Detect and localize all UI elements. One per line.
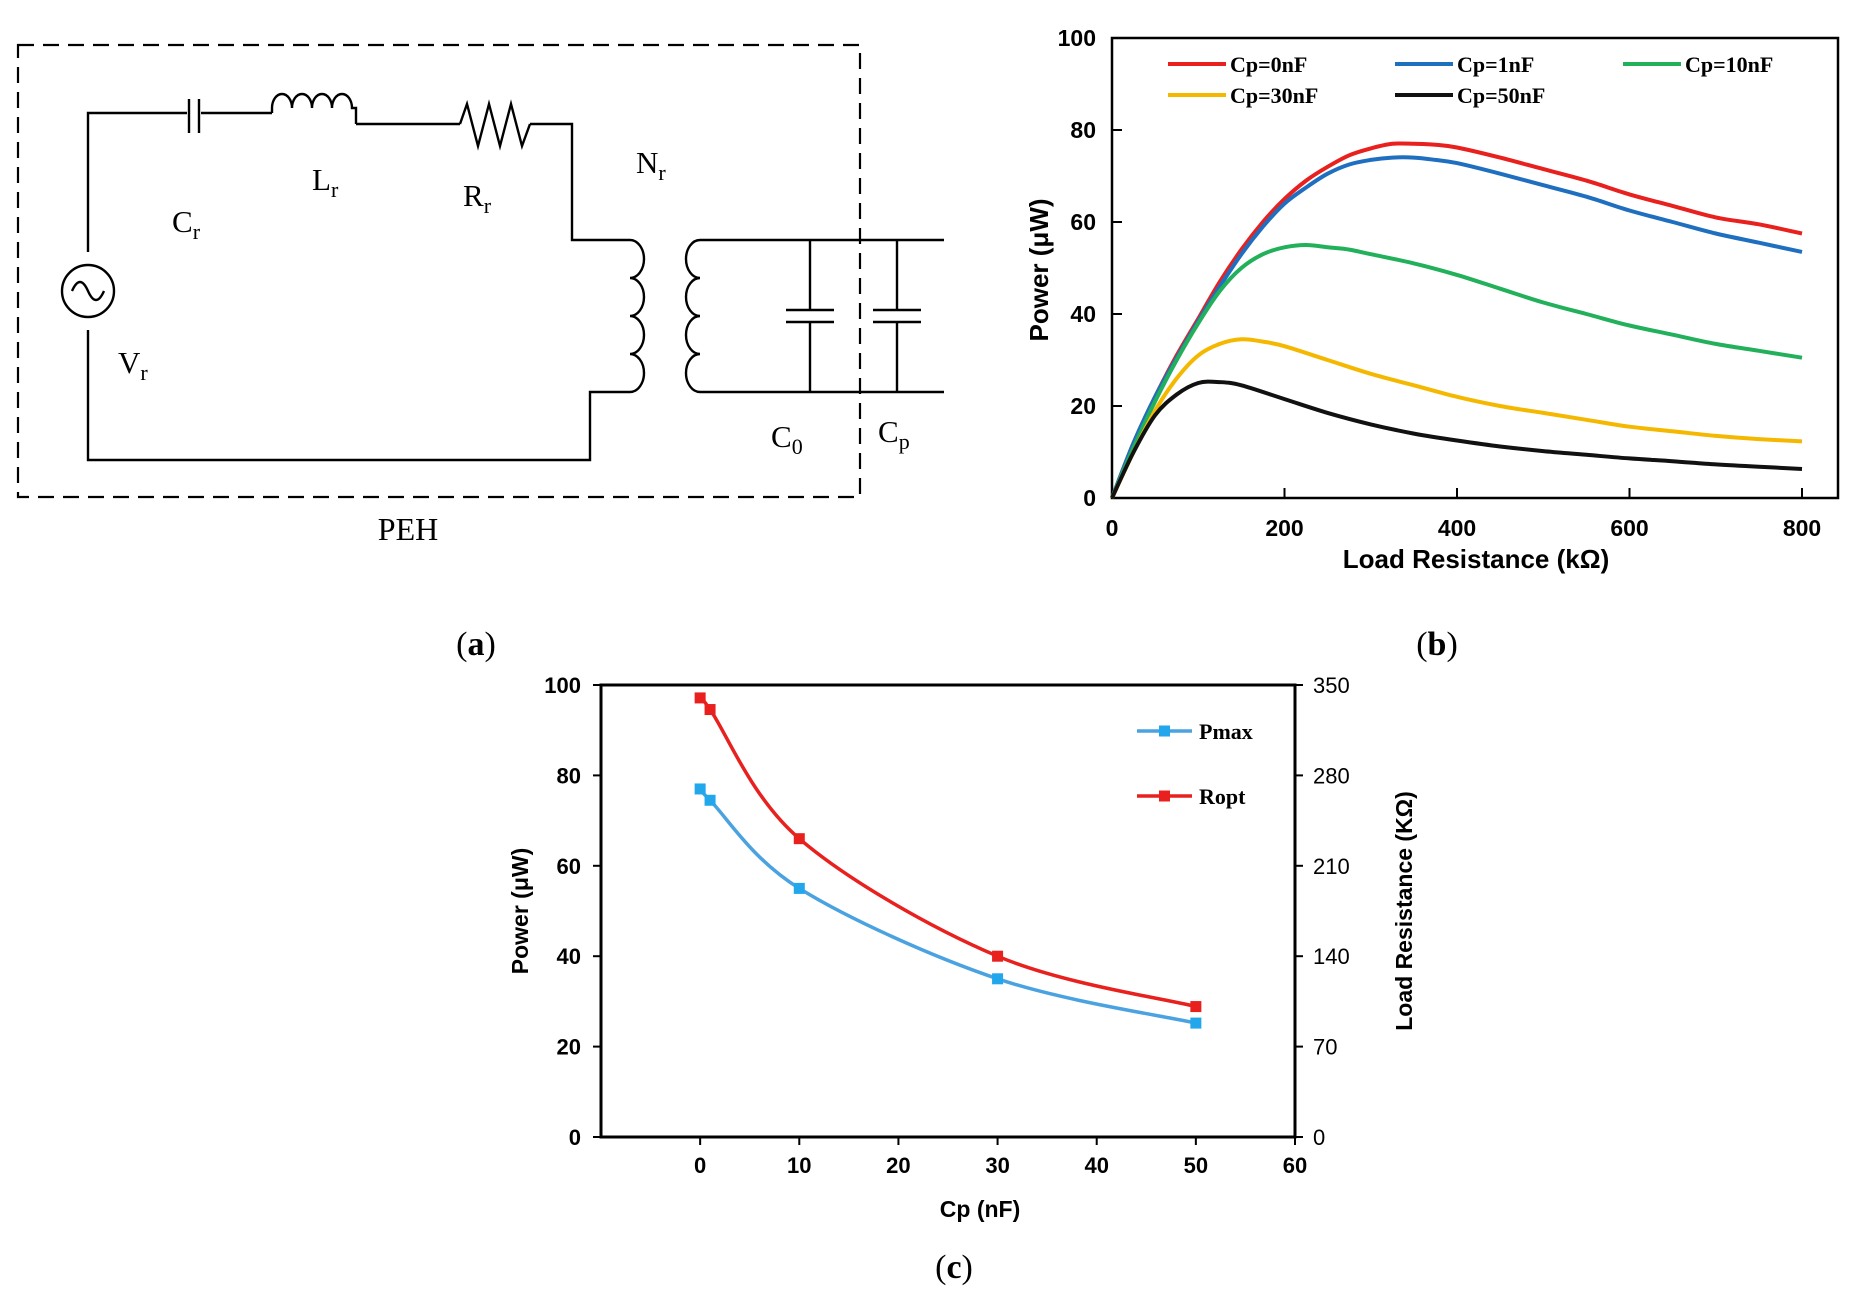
chart-c-xlabel: Cp (nF)	[940, 1196, 1020, 1222]
chart-c-xtick-label: 30	[985, 1153, 1009, 1178]
chart-c-legend-marker	[1159, 725, 1170, 737]
chart-b-ytick-label: 100	[1058, 25, 1096, 51]
chart-c-point-ropt	[992, 950, 1004, 962]
chart-b-xlabel: Load Resistance (kΩ)	[1343, 544, 1609, 574]
chart-c-point-pmax	[1190, 1017, 1202, 1029]
resistor-rr	[458, 99, 532, 151]
transformer-primary-coil	[629, 238, 646, 394]
chart-c-ytick-label: 20	[557, 1035, 581, 1060]
chart-c-point-ropt	[1190, 1001, 1202, 1013]
caption-c: (c)	[935, 1249, 973, 1286]
chart-c-point-ropt	[704, 704, 716, 716]
chart-c-y2label: Load Resistance (KΩ)	[1391, 791, 1417, 1031]
chart-c-frame	[599, 683, 1297, 1139]
label-peh: PEH	[378, 511, 438, 547]
panel-c-chart: 0 20 40 60 80 100 0 70 140 210 280 350 0 10 20 30 40 50 60…	[507, 673, 1417, 1286]
label-cr: Cr	[172, 204, 201, 244]
chart-c-xtick-label: 50	[1184, 1153, 1208, 1178]
chart-c-point-ropt	[694, 692, 706, 704]
caption-a: (a)	[456, 626, 496, 663]
chart-b-xtick-label: 600	[1610, 515, 1648, 541]
chart-b-series-line-2	[1110, 243, 1803, 499]
chart-c-y2tick-label: 70	[1313, 1035, 1337, 1060]
wire-left-top	[86, 111, 187, 252]
chart-c-point-pmax	[704, 794, 716, 806]
chart-b-legend-entry: Cp=1nF	[1457, 52, 1534, 77]
chart-c-point-ropt	[793, 833, 805, 845]
inductor-lr	[270, 92, 358, 124]
wire-bottom	[86, 330, 630, 462]
chart-b-ylabel: Power (μW)	[1024, 198, 1054, 341]
chart-c-xtick-label: 10	[787, 1153, 811, 1178]
chart-b-legend-entry: Cp=30nF	[1230, 83, 1318, 108]
peh-dashed-box	[16, 43, 862, 499]
chart-c-legend: Pmax Ropt	[1137, 719, 1253, 809]
chart-b-axes: 0 20 40 60 80 100 0 200 400 600 800	[1058, 25, 1822, 541]
wire-rr-primary	[530, 122, 630, 242]
label-c0: C0	[771, 419, 803, 459]
chart-c-xtick-label: 0	[694, 1153, 706, 1178]
chart-b-xtick-label: 800	[1783, 515, 1821, 541]
chart-b-frame	[1110, 36, 1840, 500]
chart-b-series-line-3	[1110, 337, 1803, 499]
chart-c-axes: 0 20 40 60 80 100 0 70 140 210 280 350 0 10 20 30 40 50 60	[544, 673, 1349, 1178]
caption-b: (b)	[1416, 626, 1458, 663]
chart-b-xtick-label: 200	[1265, 515, 1303, 541]
chart-b-ytick-label: 60	[1070, 209, 1096, 235]
chart-c-y2tick-label: 210	[1313, 854, 1350, 879]
chart-c-ytick-label: 80	[557, 763, 581, 788]
chart-c-point-pmax	[793, 882, 805, 894]
label-vr: Vr	[118, 345, 148, 385]
chart-c-y2tick-label: 140	[1313, 944, 1350, 969]
chart-b-ytick-label: 0	[1083, 485, 1096, 511]
capacitor-cp	[873, 240, 921, 392]
chart-c-ylabel: Power (μW)	[507, 848, 533, 975]
chart-b-legend-entry: Cp=0nF	[1230, 52, 1307, 77]
chart-b-legend-entry: Cp=10nF	[1685, 52, 1773, 77]
chart-c-ytick-label: 60	[557, 854, 581, 879]
chart-b-series-line-1	[1110, 155, 1803, 499]
chart-b-xtick-label: 400	[1438, 515, 1476, 541]
chart-c-y2tick-label: 280	[1313, 763, 1350, 788]
chart-c-point-pmax	[992, 973, 1004, 985]
label-cp: Cp	[878, 414, 910, 454]
chart-c-y2tick-label: 0	[1313, 1125, 1325, 1150]
chart-c-point-pmax	[694, 783, 706, 795]
label-nr: Nr	[636, 145, 666, 185]
chart-c-legend-entry: Ropt	[1199, 784, 1246, 809]
chart-c-y2tick-label: 350	[1313, 673, 1350, 698]
chart-c-series	[694, 692, 1202, 1029]
chart-c-ytick-label: 40	[557, 944, 581, 969]
chart-b-legend: Cp=0nF Cp=1nF Cp=10nF Cp=30nF Cp=50nF	[1168, 52, 1773, 108]
label-lr: Lr	[312, 162, 339, 202]
chart-c-xtick-label: 20	[886, 1153, 910, 1178]
chart-b-ytick-label: 80	[1070, 117, 1096, 143]
chart-b-series-line-4	[1110, 379, 1803, 499]
chart-c-ytick-label: 0	[569, 1125, 581, 1150]
capacitor-c0	[786, 240, 834, 392]
chart-b-ytick-label: 40	[1070, 301, 1096, 327]
chart-c-xtick-label: 40	[1084, 1153, 1108, 1178]
circuit-wires	[86, 92, 944, 462]
chart-b-xtick-label: 0	[1106, 515, 1119, 541]
chart-b-legend-entry: Cp=50nF	[1457, 83, 1545, 108]
chart-b-series	[1110, 141, 1803, 499]
sine-wave-icon	[70, 280, 106, 302]
label-rr: Rr	[463, 178, 492, 218]
chart-c-series-line-pmax	[697, 787, 1197, 1025]
chart-c-legend-marker	[1159, 790, 1170, 802]
chart-c-ytick-label: 100	[544, 673, 581, 698]
chart-b-ytick-label: 20	[1070, 393, 1096, 419]
chart-c-xtick-label: 60	[1283, 1153, 1307, 1178]
chart-c-legend-entry: Pmax	[1199, 719, 1253, 744]
panel-a-circuit: Cr Lr Rr Nr Vr C0 Cp PEH (a)	[16, 43, 944, 663]
chart-b-series-line-0	[1110, 141, 1803, 499]
transformer-secondary-coil	[684, 238, 701, 394]
